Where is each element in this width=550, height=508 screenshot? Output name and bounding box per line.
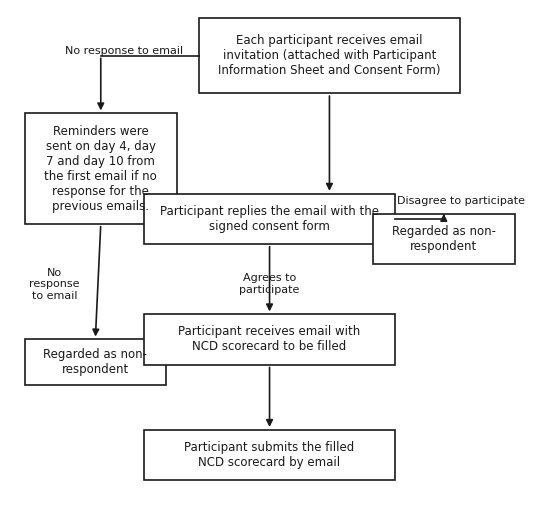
Text: No response to email: No response to email: [65, 46, 184, 55]
FancyBboxPatch shape: [373, 214, 515, 264]
Text: Regarded as non-
respondent: Regarded as non- respondent: [43, 348, 147, 376]
FancyBboxPatch shape: [144, 314, 395, 365]
Text: Agrees to
participate: Agrees to participate: [239, 273, 300, 295]
Text: Participant replies the email with the
signed consent form: Participant replies the email with the s…: [160, 205, 379, 233]
Text: Each participant receives email
invitation (attached with Participant
Informatio: Each participant receives email invitati…: [218, 34, 441, 77]
Text: Participant submits the filled
NCD scorecard by email: Participant submits the filled NCD score…: [184, 441, 355, 469]
Text: Reminders were
sent on day 4, day
7 and day 10 from
the first email if no
respon: Reminders were sent on day 4, day 7 and …: [45, 124, 157, 212]
FancyBboxPatch shape: [199, 18, 460, 93]
FancyBboxPatch shape: [144, 194, 395, 244]
Text: Participant receives email with
NCD scorecard to be filled: Participant receives email with NCD scor…: [178, 326, 361, 354]
Text: Regarded as non-
respondent: Regarded as non- respondent: [392, 225, 496, 253]
FancyBboxPatch shape: [25, 113, 177, 224]
FancyBboxPatch shape: [25, 339, 166, 385]
Text: Disagree to participate: Disagree to participate: [398, 196, 525, 206]
FancyBboxPatch shape: [144, 430, 395, 480]
Text: No
response
to email: No response to email: [29, 268, 80, 301]
